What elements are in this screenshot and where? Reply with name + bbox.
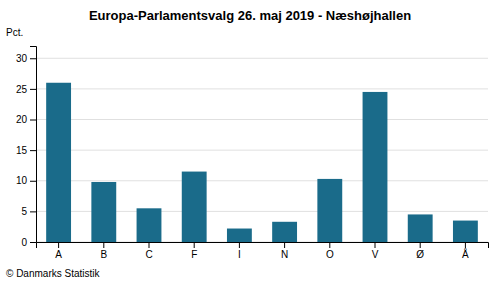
bar <box>137 208 162 242</box>
tick-label: B <box>100 249 107 260</box>
tick-mark <box>194 242 195 248</box>
bar <box>91 182 116 242</box>
tick-mark <box>420 242 421 248</box>
tick-label: 15 <box>16 145 28 156</box>
title: Europa-Parlamentsvalg 26. maj 2019 - Næs… <box>89 8 411 23</box>
tick-label: I <box>238 249 241 260</box>
grid-line <box>36 58 488 59</box>
grid-line <box>36 119 488 120</box>
tick-label: N <box>281 249 288 260</box>
y-axis: 0 5 10 15 20 25 30 <box>16 47 37 248</box>
tick: Å <box>462 242 469 260</box>
bar <box>227 229 252 242</box>
tick-label: Ø <box>416 249 424 260</box>
tick-label: 0 <box>21 237 27 248</box>
tick-mark <box>58 242 59 248</box>
axis-line <box>30 47 37 243</box>
chart: 0 5 10 15 20 25 30 A B C F I N O V Ø Å Europa-Parlamentsv… <box>0 0 500 282</box>
grid <box>36 58 488 242</box>
tick-label: Å <box>462 248 469 260</box>
tick: 30 <box>16 53 36 64</box>
tick: O <box>326 242 334 260</box>
bar <box>363 92 388 242</box>
tick-mark <box>30 89 36 90</box>
tick-label: 5 <box>21 206 27 217</box>
bar <box>317 179 342 242</box>
tick-mark <box>375 242 376 248</box>
tick-mark <box>239 242 240 248</box>
tick-label: A <box>55 249 62 260</box>
tick-mark <box>103 242 104 248</box>
tick: 25 <box>16 84 36 95</box>
tick: 10 <box>16 175 36 186</box>
tick-mark <box>30 211 36 212</box>
tick-mark <box>30 242 36 243</box>
tick: 20 <box>16 114 36 125</box>
bars <box>46 83 478 242</box>
tick: 5 <box>21 206 36 217</box>
tick-mark <box>329 242 330 248</box>
tick: I <box>238 242 241 260</box>
tick-mark <box>30 181 36 182</box>
grid-line <box>36 150 488 151</box>
bar <box>453 221 478 242</box>
tick-label: C <box>145 249 152 260</box>
bar <box>46 83 71 242</box>
x-axis: ABCFINOVØÅ <box>37 242 489 260</box>
tick-mark <box>30 120 36 121</box>
tick-mark <box>30 150 36 151</box>
tick-mark <box>30 58 36 59</box>
axis-line <box>37 243 489 249</box>
tick: 15 <box>16 145 36 156</box>
tick: B <box>100 242 107 260</box>
tick-label: O <box>326 249 334 260</box>
tick-label: F <box>191 249 197 260</box>
tick: F <box>191 242 197 260</box>
tick: C <box>145 242 152 260</box>
grid-line <box>36 180 488 181</box>
tick-label: 25 <box>16 84 28 95</box>
tick: 0 <box>21 237 36 248</box>
tick-label: V <box>372 249 379 260</box>
tick-mark <box>284 242 285 248</box>
tick-label: 20 <box>16 114 28 125</box>
tick: A <box>55 242 62 260</box>
tick: N <box>281 242 288 260</box>
y-axis-label: Pct. <box>6 27 23 38</box>
bar <box>182 172 207 242</box>
tick: V <box>372 242 379 260</box>
grid-line <box>36 88 488 89</box>
bar <box>408 214 433 242</box>
tick: Ø <box>416 242 424 260</box>
tick-label: 30 <box>16 53 28 64</box>
tick-mark <box>149 242 150 248</box>
tick-mark <box>465 242 466 248</box>
tick-label: 10 <box>16 175 28 186</box>
footer: © Danmarks Statistik <box>6 268 101 279</box>
bar <box>272 222 297 242</box>
plot: 0 5 10 15 20 25 30 A B C F I N O V Ø Å <box>16 47 489 261</box>
